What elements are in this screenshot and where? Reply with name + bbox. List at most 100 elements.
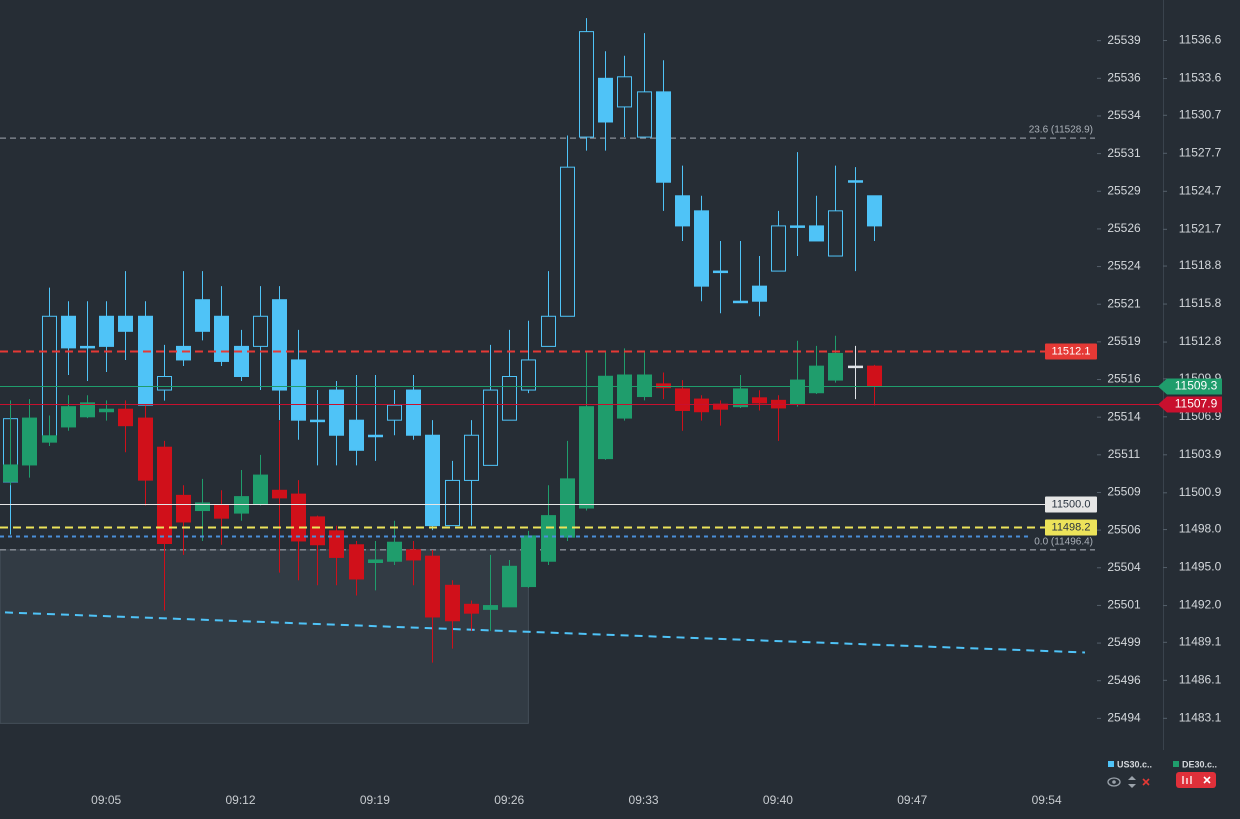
candle-body bbox=[42, 435, 57, 443]
candle-body bbox=[329, 530, 344, 558]
candle-body bbox=[138, 417, 153, 481]
candle-body bbox=[617, 76, 632, 108]
y-tick-label: 25534 bbox=[1107, 108, 1141, 122]
candle-body bbox=[521, 359, 536, 391]
y-tick-label: 25499 bbox=[1107, 635, 1141, 649]
candle-body bbox=[445, 584, 460, 622]
candle-body bbox=[368, 434, 383, 438]
candle-body bbox=[809, 365, 824, 394]
candle-body bbox=[598, 77, 613, 123]
y-tick-label: 25496 bbox=[1107, 673, 1141, 687]
candle-body bbox=[176, 494, 191, 523]
candle-body bbox=[502, 376, 517, 421]
candle-body bbox=[848, 180, 863, 183]
candle-body bbox=[349, 419, 364, 451]
eye-icon[interactable] bbox=[1107, 777, 1121, 787]
candle-body bbox=[617, 374, 632, 419]
candle-body bbox=[176, 345, 191, 361]
x-tick-label: 09:12 bbox=[225, 793, 255, 807]
axes: 25539 25536 25534 25531 25529 25526 25524 25521… bbox=[91, 33, 1222, 807]
zone-rect bbox=[0, 549, 529, 724]
candle-body bbox=[579, 406, 594, 509]
y2-tick-label: 11500.9 bbox=[1179, 485, 1222, 499]
candle-body bbox=[234, 345, 249, 378]
y2-tick-label: 11518.8 bbox=[1179, 258, 1222, 272]
candle-body bbox=[99, 315, 114, 347]
candle-body bbox=[809, 225, 824, 242]
price-marker-label: 11509.3 bbox=[1175, 379, 1218, 393]
candle-body bbox=[656, 383, 671, 389]
price-label: 11512.1 bbox=[1052, 345, 1091, 357]
candle-body bbox=[598, 375, 613, 460]
y2-tick-label: 11503.9 bbox=[1179, 447, 1222, 461]
candle-body bbox=[253, 474, 268, 505]
candle-body bbox=[464, 603, 479, 614]
candle-body bbox=[118, 408, 133, 427]
candle-body bbox=[675, 195, 690, 227]
y2-tick-label: 11524.7 bbox=[1179, 183, 1222, 197]
x-tick-label: 09:33 bbox=[629, 793, 659, 807]
candle-body bbox=[445, 479, 460, 527]
candle-body bbox=[272, 299, 287, 391]
candle-body bbox=[867, 365, 882, 387]
candle-body bbox=[425, 555, 440, 618]
price-marker bbox=[1158, 378, 1222, 395]
candle-body bbox=[656, 91, 671, 183]
y-tick-label: 25519 bbox=[1107, 334, 1141, 348]
legend-label[interactable]: DE30.c.. bbox=[1182, 759, 1217, 769]
candle-body bbox=[464, 434, 479, 481]
price-label: 11500.0 bbox=[1052, 498, 1091, 510]
candle-body bbox=[387, 404, 402, 421]
sort-icon[interactable] bbox=[1128, 776, 1136, 788]
y-tick-label: 25531 bbox=[1107, 146, 1141, 160]
y-tick-label: 25539 bbox=[1107, 33, 1141, 47]
candle-body bbox=[694, 210, 709, 287]
candle-body bbox=[637, 91, 652, 138]
candle-body bbox=[752, 285, 767, 302]
candle-body bbox=[118, 315, 133, 332]
fib-label: 0.0 (11496.4) bbox=[1034, 536, 1093, 547]
y2-tick-label: 11492.0 bbox=[1179, 598, 1222, 612]
candle-body bbox=[560, 478, 575, 538]
series-button[interactable] bbox=[1176, 772, 1216, 788]
candle-body bbox=[61, 315, 76, 349]
legend: US30.c.. DE30.c.. bbox=[1107, 759, 1217, 788]
candle-body bbox=[541, 315, 556, 347]
candle-body bbox=[733, 388, 748, 408]
candle-body bbox=[157, 376, 172, 391]
candle-body bbox=[61, 406, 76, 428]
candle-body bbox=[214, 504, 229, 519]
x-tick-label: 09:05 bbox=[91, 793, 121, 807]
candle-body bbox=[406, 549, 421, 561]
x-tick-label: 09:26 bbox=[494, 793, 524, 807]
candle-body bbox=[253, 315, 268, 347]
candle-body bbox=[3, 464, 18, 482]
legend-swatch bbox=[1173, 761, 1179, 767]
plot-area: 23.6 (11528.9) 0.0 (11496.4) bbox=[0, 18, 1160, 724]
y-tick-label: 25504 bbox=[1107, 560, 1141, 574]
price-marker bbox=[1158, 396, 1222, 413]
x-tick-label: 09:54 bbox=[1032, 793, 1062, 807]
y-tick-label: 25509 bbox=[1107, 485, 1141, 499]
candle-body bbox=[483, 389, 498, 466]
candle-body bbox=[694, 398, 709, 413]
fib-label: 23.6 (11528.9) bbox=[1029, 125, 1093, 136]
y-tick-label: 25521 bbox=[1107, 296, 1141, 310]
candle-body bbox=[790, 225, 805, 228]
trend-line bbox=[0, 611, 1086, 654]
legend-label[interactable]: US30.c.. bbox=[1117, 759, 1152, 769]
y-tick-label: 25514 bbox=[1107, 409, 1141, 423]
y-tick-label: 25529 bbox=[1107, 183, 1141, 197]
candle-body bbox=[195, 502, 210, 512]
candle-body bbox=[425, 434, 440, 527]
price-label-box bbox=[1045, 496, 1097, 513]
price-marker-label: 11507.9 bbox=[1175, 397, 1218, 411]
candle-body bbox=[521, 535, 536, 588]
candle-body bbox=[502, 565, 517, 608]
close-icon[interactable] bbox=[1142, 778, 1150, 786]
candle-body bbox=[195, 299, 210, 332]
candle-body bbox=[291, 493, 306, 542]
candle-body bbox=[214, 315, 229, 362]
